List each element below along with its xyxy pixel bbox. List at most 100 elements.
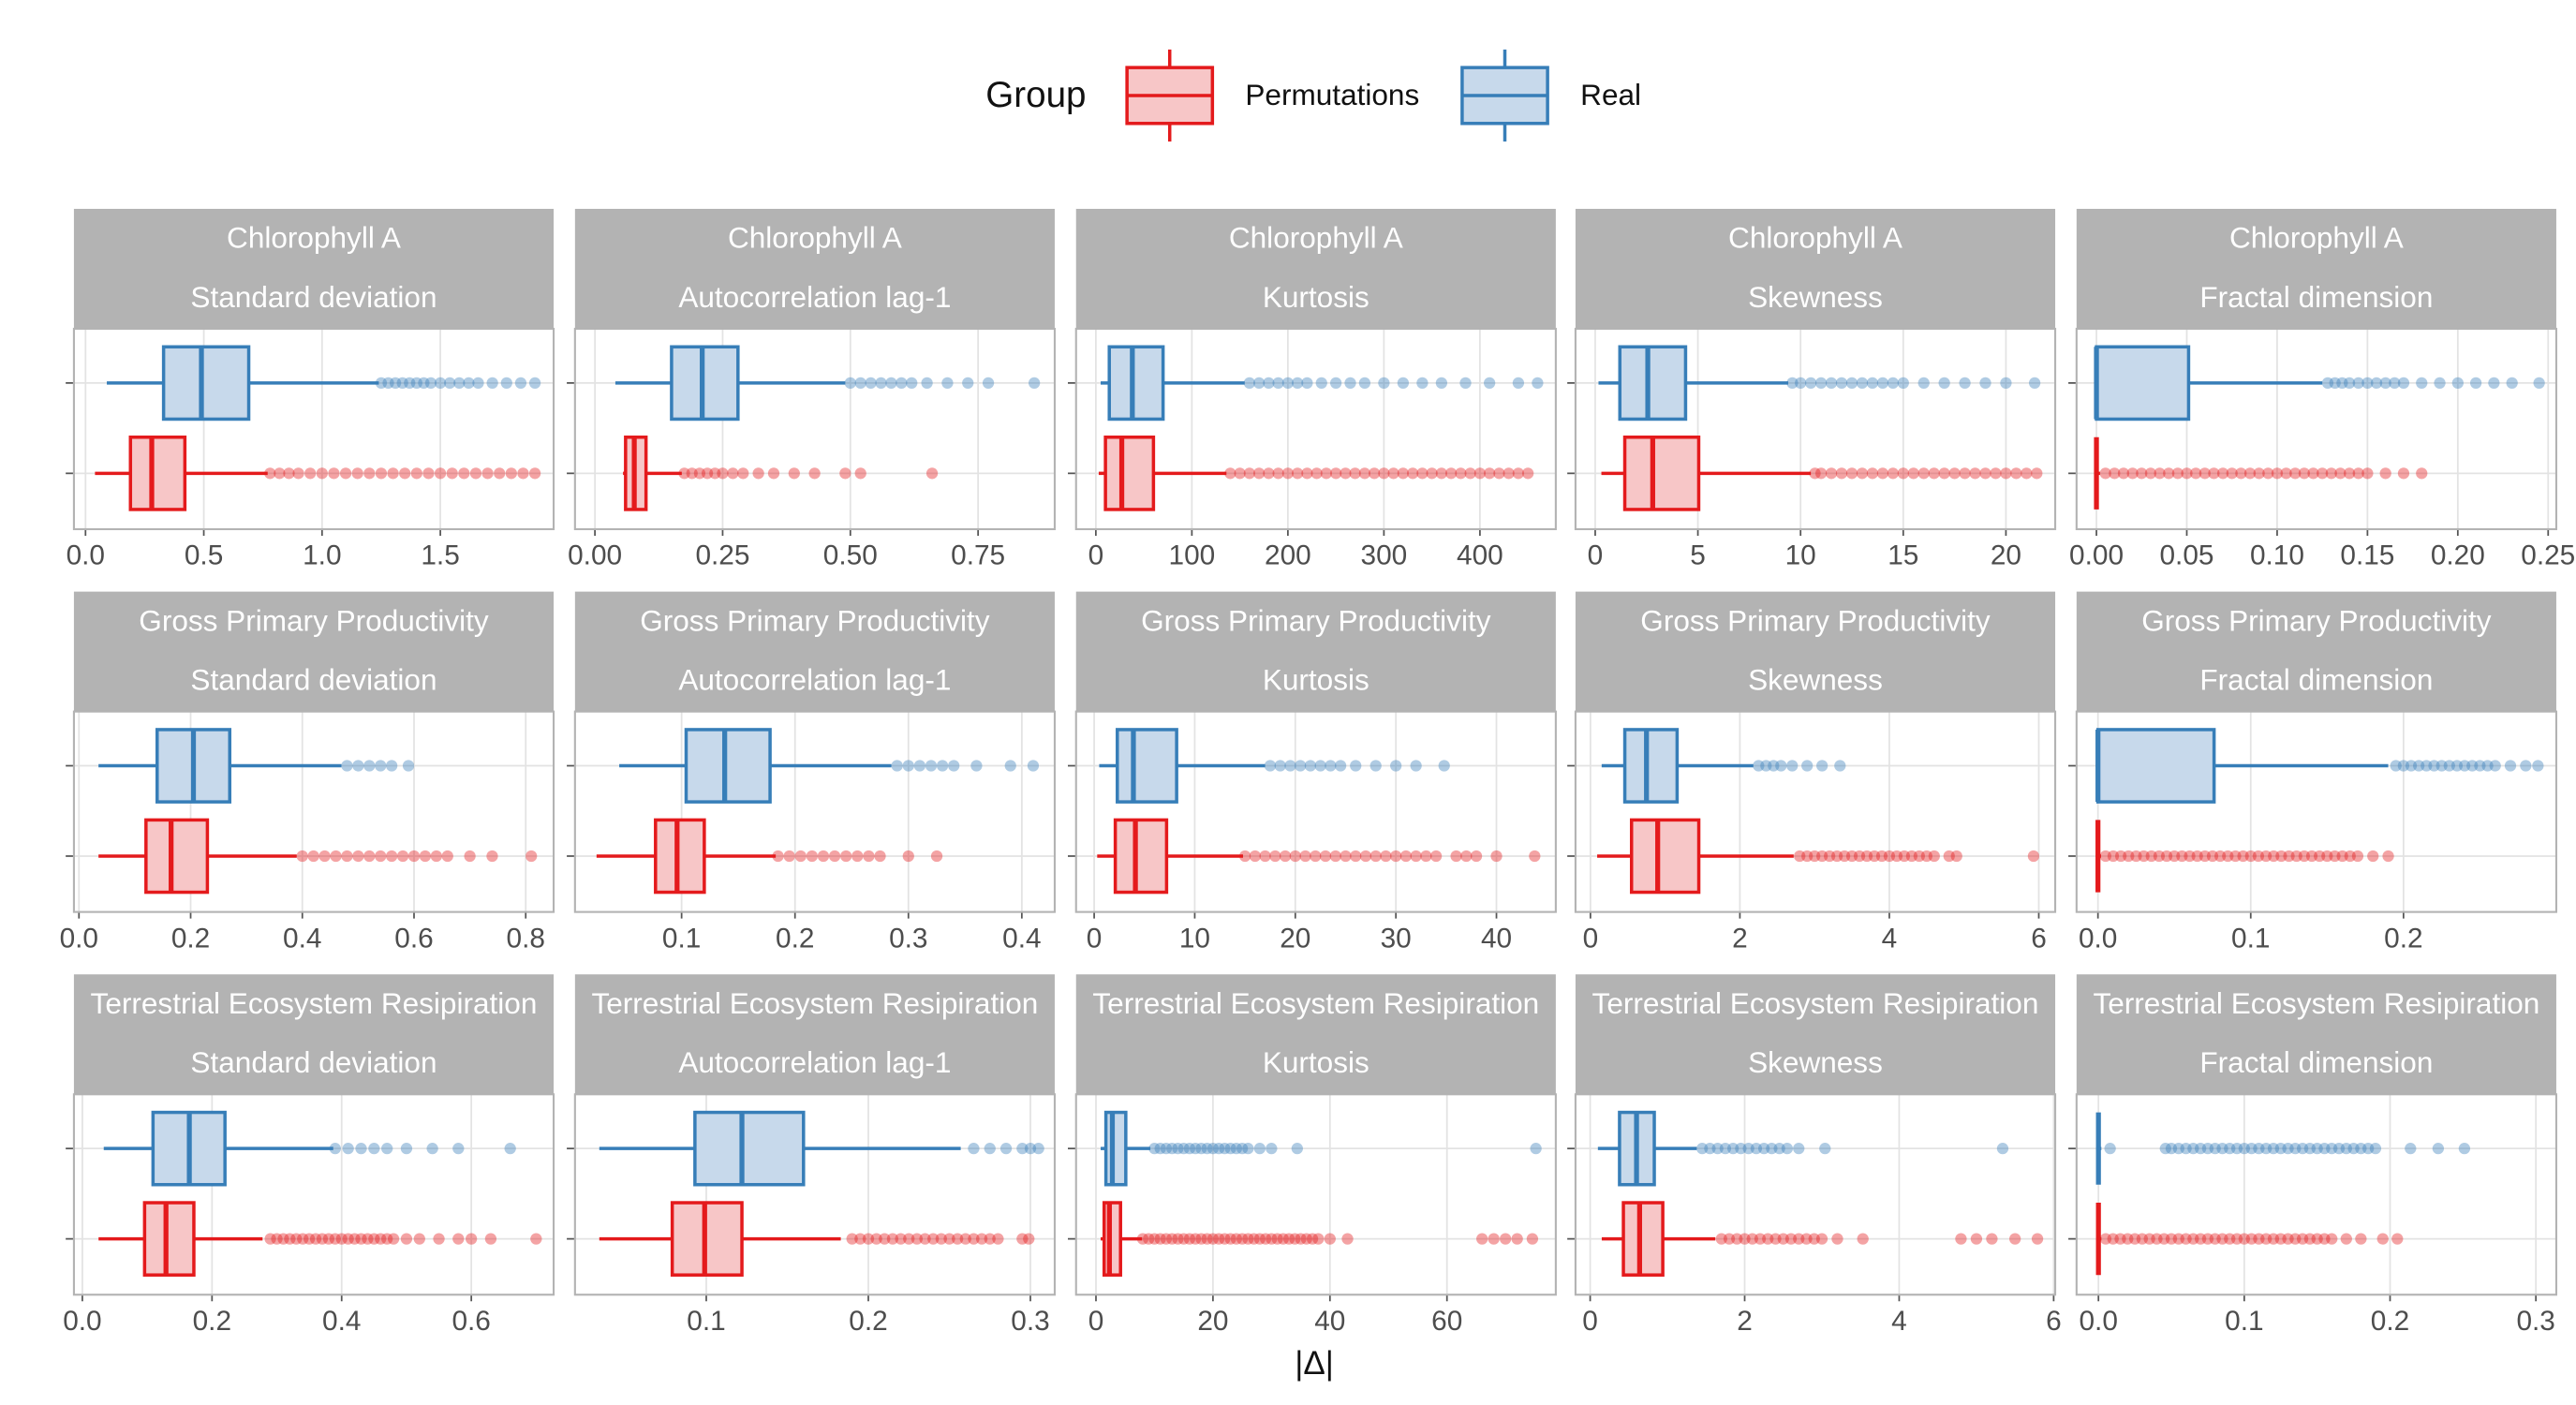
outlier	[863, 850, 875, 863]
strip	[73, 974, 555, 1095]
x-tick-label: 0.1	[687, 1306, 725, 1337]
outlier	[727, 467, 739, 480]
outlier	[1359, 850, 1372, 863]
outlier	[2180, 1143, 2192, 1155]
outlier	[481, 467, 494, 480]
outlier	[2243, 467, 2257, 480]
outlier	[1236, 1143, 1249, 1155]
box	[1107, 345, 1165, 422]
outlier	[1887, 467, 1899, 480]
box	[2095, 728, 2216, 804]
outlier	[1349, 467, 1361, 480]
outlier	[1460, 850, 1473, 863]
outlier	[387, 1233, 400, 1245]
outlier	[2289, 1233, 2302, 1245]
outlier	[446, 467, 458, 480]
outlier	[2469, 377, 2482, 390]
outlier	[2434, 377, 2446, 390]
outlier	[1277, 1233, 1289, 1245]
strip	[2076, 591, 2556, 712]
panel-border	[573, 327, 1057, 531]
outlier	[1928, 467, 1940, 480]
outlier	[1236, 1233, 1249, 1245]
outlier	[2126, 467, 2139, 480]
outlier	[1295, 760, 1307, 772]
outlier	[1838, 850, 1851, 863]
outlier	[2172, 1233, 2184, 1245]
panel-border	[72, 1093, 555, 1296]
outlier	[2466, 760, 2479, 772]
outlier	[486, 850, 498, 863]
box	[142, 1201, 196, 1277]
outlier	[1224, 1143, 1236, 1155]
x-tick-label: 0.6	[394, 923, 433, 954]
outlier	[1814, 377, 1828, 390]
outlier	[1306, 1233, 1319, 1245]
outlier	[2235, 467, 2247, 480]
outlier	[2191, 850, 2203, 863]
outlier	[1868, 850, 1881, 863]
outlier	[2405, 760, 2418, 772]
strip-label: Gross Primary Productivity	[2141, 603, 2492, 637]
outlier	[737, 467, 749, 480]
outlier	[709, 467, 721, 480]
outlier	[992, 1233, 1004, 1245]
x-tick-label: 40	[1481, 923, 1512, 954]
outlier	[1488, 1233, 1500, 1245]
outlier	[2474, 760, 2486, 772]
outlier	[1809, 467, 1821, 480]
outlier	[363, 467, 376, 480]
outlier	[1324, 1233, 1336, 1245]
outlier	[1301, 467, 1313, 480]
x-tick-label: 100	[1169, 540, 1216, 571]
outlier	[1484, 377, 1496, 390]
x-tick-label: 0.0	[2079, 923, 2117, 954]
outlier	[1016, 1143, 1029, 1155]
outlier	[1435, 377, 1448, 390]
outlier	[2114, 850, 2127, 863]
outlier	[1390, 760, 1402, 772]
strip-label: Skewness	[1748, 280, 1883, 314]
outlier	[2428, 760, 2440, 772]
outlier	[517, 467, 529, 480]
outlier	[2010, 467, 2022, 480]
outlier	[2187, 1233, 2199, 1245]
outlier	[862, 1233, 875, 1245]
outlier	[895, 1233, 907, 1245]
strip-label: Chlorophyll A	[227, 221, 401, 255]
panel-border	[1074, 710, 1557, 913]
outlier	[1027, 760, 1040, 772]
outlier	[1876, 377, 1889, 390]
outlier	[387, 467, 399, 480]
outlier	[342, 1143, 354, 1155]
outlier	[1301, 377, 1313, 390]
box	[161, 345, 251, 422]
outlier	[2267, 1233, 2280, 1245]
x-tick-label: 20	[1280, 923, 1310, 954]
panel-border	[1574, 710, 2057, 913]
outlier	[1291, 1143, 1303, 1155]
outlier	[2355, 1143, 2367, 1155]
outlier	[2107, 1233, 2119, 1245]
outlier	[1369, 760, 1382, 772]
outlier	[1500, 1233, 1512, 1245]
outlier	[1794, 850, 1806, 863]
x-tick-label: 15	[1888, 540, 1918, 571]
outlier	[1530, 1143, 1542, 1155]
outlier	[806, 850, 819, 863]
x-tick-label: 0.1	[2225, 1306, 2263, 1337]
outlier	[1735, 1143, 1747, 1155]
panel-border	[2075, 327, 2558, 531]
outlier	[943, 1233, 955, 1245]
outlier	[2151, 1233, 2163, 1245]
outlier	[1358, 377, 1371, 390]
outlier	[752, 467, 764, 480]
outlier	[2289, 1143, 2302, 1155]
outlier	[1907, 467, 1919, 480]
outlier	[2275, 850, 2287, 863]
outlier	[362, 1233, 374, 1245]
outlier	[1264, 760, 1277, 772]
outlier	[1219, 1143, 1231, 1155]
outlier	[2230, 1143, 2243, 1155]
outlier	[2187, 1143, 2199, 1155]
